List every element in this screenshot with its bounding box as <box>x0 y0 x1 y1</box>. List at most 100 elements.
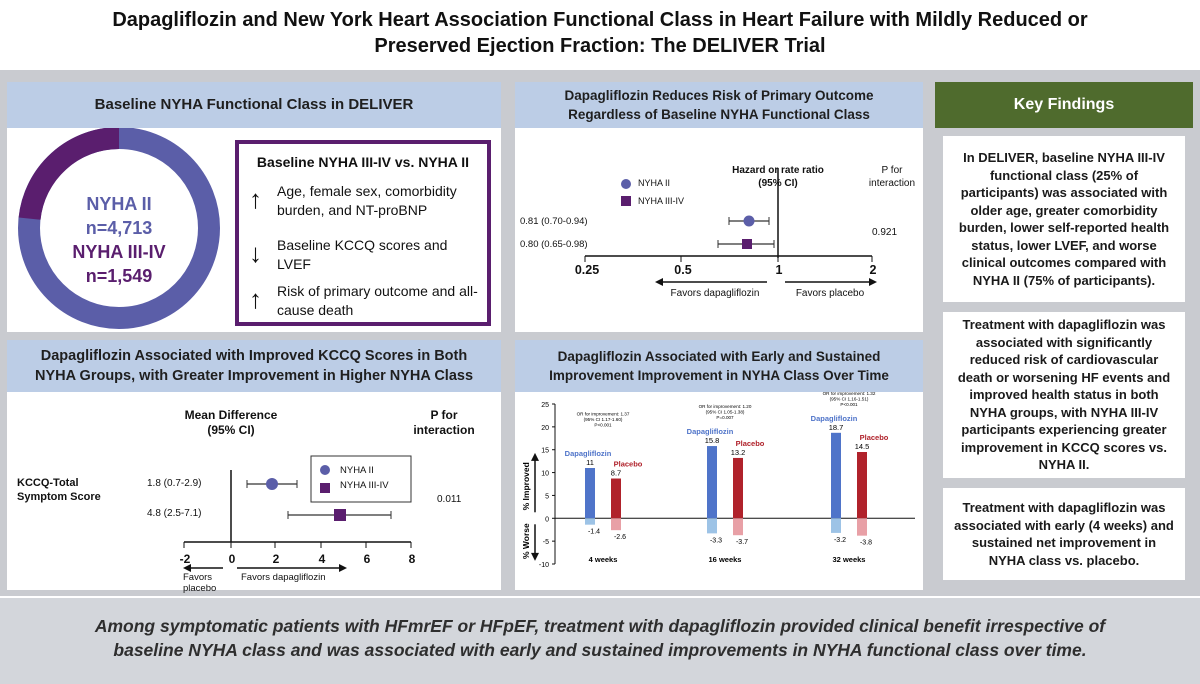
bar-dapagliflozin-improved <box>585 468 595 519</box>
bar-dapagliflozin-worse <box>707 518 717 534</box>
or-note-line: OR for improvement: 1.32 <box>823 392 876 396</box>
data-label: -3.2 <box>834 537 846 544</box>
nyha-change-header: Dapagliflozin Associated with Early and … <box>515 340 923 392</box>
title-line-1: Dapagliflozin and New York Heart Associa… <box>112 9 1088 31</box>
comparison-box-title: Baseline NYHA III-IV vs. NYHA II <box>256 154 470 170</box>
favors-placebo-arrowhead <box>183 564 191 572</box>
row-nyha-ii-estimate: 0.81 (0.70-0.94) <box>520 216 588 227</box>
data-label: 8.7 <box>611 469 621 478</box>
category-label: 4 weeks <box>589 555 618 564</box>
x-tick-label: 0.25 <box>574 263 600 277</box>
kccq-forest-plot <box>183 455 412 572</box>
key-finding-2-text: Treatment with dapagliflozin was associa… <box>957 317 1171 473</box>
or-note-line: (95% CI 1.05-1.38) <box>706 410 745 415</box>
conclusion-footer: Among symptomatic patients with HFmrEF o… <box>0 598 1200 684</box>
p-interaction-heading: P for interaction <box>867 164 917 190</box>
point-nyha-ii <box>266 478 278 490</box>
legend-nyha-iii-iv-marker <box>320 483 330 493</box>
or-note: OR for improvement: 1.37 (95% CI 1.17-1.6… <box>577 411 630 427</box>
x-tick-label: -2 <box>179 552 191 566</box>
kccq-row-nyha-ii-estimate: 1.8 (0.7-2.9) <box>147 478 202 489</box>
p-interaction-value: 0.921 <box>872 227 898 238</box>
point-nyha-iii-iv <box>334 509 346 521</box>
p-interaction-heading-text: P for interaction <box>868 165 916 189</box>
legend-nyha-iii-iv-marker <box>621 196 631 206</box>
favors-dapagliflozin-label: Favors dapagliflozin <box>670 288 760 299</box>
series-label-placebo: Placebo <box>736 439 765 448</box>
comparison-item-2: ↓ Baseline KCCQ scores and LVEF <box>249 236 483 276</box>
bar-dapagliflozin-worse <box>585 518 595 525</box>
or-note-line: P=0.007 <box>716 415 734 420</box>
comparison-item-3: ↑ Risk of primary outcome and all-cause … <box>249 282 483 322</box>
legend-nyha-ii-marker <box>320 465 330 475</box>
kccq-panel: Dapagliflozin Associated with Improved K… <box>7 340 501 594</box>
comparison-item-text: Age, female sex, comorbidity burden, and… <box>277 183 457 218</box>
key-finding-2: Treatment with dapagliflozin was associa… <box>943 312 1185 478</box>
favors-right-arrowhead <box>869 278 877 286</box>
primary-outcome-panel: Dapagliflozin Reduces Risk of Primary Ou… <box>515 82 923 332</box>
page-title: Dapagliflozin and New York Heart Associa… <box>0 0 1200 68</box>
legend-nyha-ii-marker <box>621 179 631 189</box>
or-note-line: OR for improvement: 1.20 <box>699 404 752 409</box>
y-tick-label: 10 <box>541 471 549 478</box>
donut-label-nyha-ii: NYHA II <box>86 194 152 214</box>
y-tick-label: 25 <box>541 402 549 409</box>
kccq-legend-nyha-iii-iv-label: NYHA III-IV <box>340 480 389 491</box>
key-finding-1: In DELIVER, baseline NYHA III-IV functio… <box>943 136 1185 302</box>
data-label: 11 <box>586 458 594 467</box>
data-label: 18.7 <box>829 423 844 432</box>
kccq-favors-dapagliflozin-label: Favors dapagliflozin <box>241 572 326 583</box>
donut-count-nyha-ii: n=4,713 <box>85 218 153 238</box>
bar-placebo-improved <box>611 478 621 519</box>
nyha-comparison-box: Baseline NYHA III-IV vs. NYHA II ↑ Age, … <box>235 140 491 326</box>
y-label-improved: % Improved <box>521 462 531 510</box>
y-tick-label: 5 <box>545 493 549 500</box>
data-label: 13.2 <box>731 448 746 457</box>
donut-count-nyha-iii-iv: n=1,549 <box>85 266 153 286</box>
category-label: 32 weeks <box>833 555 866 564</box>
ratio-column-heading: Hazard or rate ratio (95% CI) <box>732 165 824 189</box>
point-nyha-iii-iv <box>742 239 752 249</box>
y-tick-label: -10 <box>539 562 549 569</box>
footer-line-1: Among symptomatic patients with HFmrEF o… <box>94 616 1106 636</box>
x-tick-label: 1 <box>775 263 783 277</box>
bar-placebo-worse <box>611 518 621 531</box>
donut-nyha-iii-iv-segment <box>18 128 120 221</box>
series-label-placebo: Placebo <box>614 460 643 469</box>
data-label: -1.4 <box>588 529 600 536</box>
key-findings-header: Key Findings <box>935 82 1193 128</box>
comparison-item-text: Baseline KCCQ scores and LVEF <box>277 237 448 272</box>
improved-arrowhead <box>531 452 539 461</box>
series-label-placebo: Placebo <box>860 433 889 442</box>
bar-dapagliflozin-worse <box>831 518 841 533</box>
x-tick-label: 0 <box>228 552 236 566</box>
kccq-header: Dapagliflozin Associated with Improved K… <box>7 340 501 392</box>
key-finding-3-text: Treatment with dapagliflozin was associa… <box>954 500 1174 568</box>
comparison-item-text: Risk of primary outcome and all-cause de… <box>277 283 478 318</box>
baseline-panel: Baseline NYHA Functional Class in DELIVE… <box>7 82 501 332</box>
worse-arrowhead <box>531 552 539 561</box>
bar-placebo-worse <box>733 518 743 536</box>
primary-outcome-header: Dapagliflozin Reduces Risk of Primary Ou… <box>515 82 923 128</box>
kccq-legend-nyha-ii-label: NYHA II <box>340 465 374 476</box>
series-label-dapagliflozin: Dapagliflozin <box>687 427 734 436</box>
x-tick-label: 6 <box>363 552 371 566</box>
nyha-donut-chart <box>18 128 220 329</box>
kccq-row-nyha-iii-iv-estimate: 4.8 (2.5-7.1) <box>147 508 202 519</box>
y-tick-label: 15 <box>541 448 549 455</box>
arrow-down-icon: ↓ <box>249 238 262 268</box>
or-note-line: OR for improvement: 1.37 <box>577 411 630 416</box>
y-label-worse: % Worse <box>521 523 531 559</box>
bar-dapagliflozin-improved <box>831 432 841 519</box>
x-tick-label: 8 <box>408 552 416 566</box>
key-finding-1-text: In DELIVER, baseline NYHA III-IV functio… <box>958 150 1170 288</box>
comparison-item-1: ↑ Age, female sex, comorbidity burden, a… <box>249 182 483 226</box>
x-tick-label: 2 <box>272 552 280 566</box>
row-nyha-iii-iv-estimate: 0.80 (0.65-0.98) <box>520 239 588 250</box>
category-label: 16 weeks <box>709 555 742 564</box>
bar-dapagliflozin-improved <box>707 446 717 519</box>
kccq-favors-placebo-label: Favors placebo <box>183 572 217 594</box>
x-tick-label: 4 <box>318 552 326 566</box>
legend-nyha-ii-label: NYHA II <box>638 178 671 188</box>
kccq-p-value: 0.011 <box>437 494 462 505</box>
